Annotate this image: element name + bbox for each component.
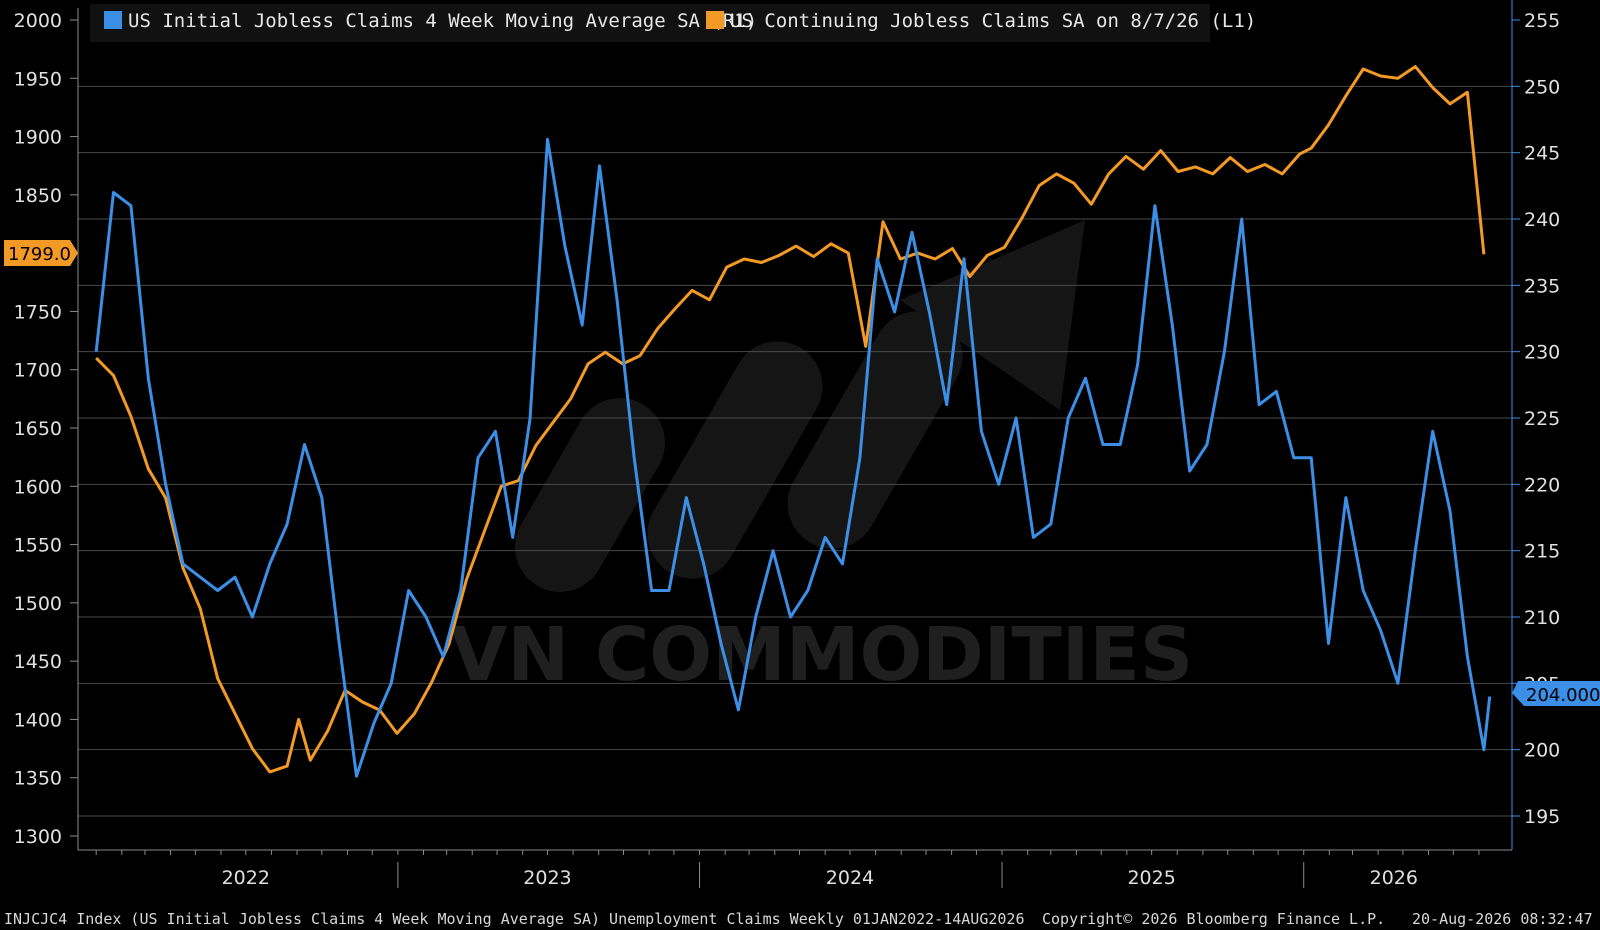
right-tick-label: 215 <box>1524 541 1560 563</box>
right-tick-label: 220 <box>1524 474 1560 496</box>
left-tick-label: 1450 <box>14 651 62 673</box>
continuing-claims-line <box>95 65 1486 774</box>
left-tick-label: 1750 <box>14 301 62 323</box>
grid-lines <box>78 85 1512 817</box>
footer: INJCJC4 Index (US Initial Jobless Claims… <box>4 910 1593 928</box>
x-tick-label: 2026 <box>1370 867 1418 889</box>
right-value-badge: 204.000 <box>1512 681 1600 706</box>
left-value-badge-text: 1799.0 <box>8 244 71 265</box>
legend-label-initial: US Initial Jobless Claims 4 Week Moving … <box>128 10 757 32</box>
footer-timestamp: 20-Aug-2026 08:32:47 <box>1412 910 1593 928</box>
series-lines <box>94 65 1492 778</box>
x-tick-label: 2025 <box>1127 867 1175 889</box>
right-tick-label: 210 <box>1524 607 1560 629</box>
legend-swatch-initial <box>104 11 122 29</box>
legend-label-continuing: US Continuing Jobless Claims SA on 8/7/2… <box>730 10 1256 32</box>
left-tick-label: 1700 <box>14 360 62 382</box>
right-tick-label: 230 <box>1524 342 1560 364</box>
legend-swatch-continuing <box>706 11 724 29</box>
left-tick-label: 1350 <box>14 768 62 790</box>
right-value-badge-text: 204.000 <box>1526 685 1600 706</box>
legend: US Initial Jobless Claims 4 Week Moving … <box>90 4 1256 42</box>
right-tick-label: 250 <box>1524 76 1560 98</box>
left-tick-label: 1900 <box>14 127 62 149</box>
watermark: VN COMMODITIES <box>450 220 1193 698</box>
footer-source: INJCJC4 Index (US Initial Jobless Claims… <box>4 910 1024 928</box>
watermark-text: VN COMMODITIES <box>450 612 1193 698</box>
initial-claims-line <box>94 137 1492 778</box>
left-tick-label: 1300 <box>14 826 62 848</box>
x-tick-label: 2022 <box>222 867 270 889</box>
left-tick-label: 1650 <box>14 418 62 440</box>
left-tick-label: 1550 <box>14 535 62 557</box>
left-tick-label: 1400 <box>14 709 62 731</box>
x-tick-label: 2023 <box>523 867 571 889</box>
left-tick-label: 2000 <box>14 10 62 32</box>
left-value-badge: 1799.0 <box>4 240 78 266</box>
right-tick-label: 245 <box>1524 143 1560 165</box>
right-tick-label: 195 <box>1524 806 1560 828</box>
right-tick-label: 200 <box>1524 740 1560 762</box>
left-tick-label: 1850 <box>14 185 62 207</box>
x-tick-label: 2024 <box>826 867 874 889</box>
left-tick-label: 1500 <box>14 593 62 615</box>
right-tick-label: 225 <box>1524 408 1560 430</box>
left-tick-label: 1600 <box>14 476 62 498</box>
right-tick-label: 235 <box>1524 275 1560 297</box>
footer-copyright: Copyright© 2026 Bloomberg Finance L.P. <box>1042 910 1385 928</box>
right-tick-label: 240 <box>1524 209 1560 231</box>
left-tick-label: 1950 <box>14 68 62 90</box>
right-tick-label: 255 <box>1524 10 1560 32</box>
